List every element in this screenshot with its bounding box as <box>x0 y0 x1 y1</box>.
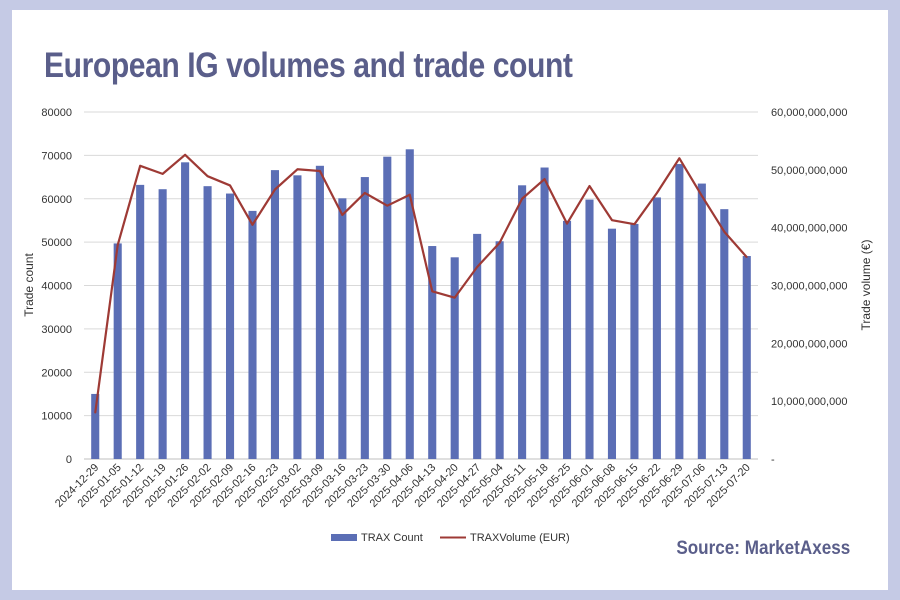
y-tick-label: 30000 <box>41 324 72 336</box>
legend-label-bars: TRAX Count <box>361 532 423 544</box>
bar <box>360 177 369 459</box>
line-point <box>386 204 389 207</box>
bar <box>518 185 527 459</box>
left-axis-label: Trade count <box>22 253 36 317</box>
legend-swatch-bars <box>331 534 357 541</box>
line-point <box>94 411 97 414</box>
line-series <box>94 153 748 414</box>
line-point <box>566 222 568 225</box>
y-tick-label: 50000 <box>41 237 72 249</box>
line-point <box>161 173 164 175</box>
line-point <box>319 170 321 172</box>
bar <box>473 233 482 459</box>
bar <box>540 167 549 459</box>
line-point <box>229 184 231 187</box>
bar <box>630 223 639 459</box>
line-point <box>184 153 186 156</box>
source-note: Source: MarketAxess <box>676 538 850 559</box>
bar <box>181 162 190 459</box>
bar <box>225 193 235 460</box>
line-point <box>251 223 254 226</box>
y-tick-label: 60000 <box>41 194 72 206</box>
right-axis-label: Trade volume (€) <box>859 240 873 331</box>
bar-series <box>91 149 751 460</box>
y-tick-label: 0 <box>66 454 72 466</box>
line-point <box>476 266 478 268</box>
y2-tick-label: 40,000,000,000 <box>771 223 847 235</box>
y2-tick-label: 30,000,000,000 <box>771 281 847 293</box>
gridlines <box>84 111 758 460</box>
bar <box>652 197 661 460</box>
line-point <box>611 219 613 221</box>
bar <box>113 243 122 459</box>
bar <box>562 220 572 459</box>
line-point <box>656 192 658 194</box>
bar <box>697 183 706 459</box>
line-point <box>139 164 141 167</box>
bar <box>383 156 392 459</box>
y-tick-label: 20000 <box>41 367 72 379</box>
chart-title: European IG volumes and trade count <box>44 46 573 85</box>
bar <box>607 228 617 459</box>
line-point <box>364 192 366 194</box>
bar <box>293 175 302 459</box>
y2-tick-label: 50,000,000,000 <box>771 165 847 177</box>
line-point <box>498 241 501 244</box>
bar <box>91 393 100 459</box>
line-point <box>723 230 726 233</box>
line-point <box>543 178 546 180</box>
bar <box>742 256 751 459</box>
y-tick-label: 10000 <box>41 411 72 423</box>
line-point <box>701 195 703 197</box>
line-point <box>521 197 523 200</box>
right-axis-ticks: - 10,000,000,000 20,000,000,000 30,000,000,… <box>771 107 847 466</box>
y-tick-label: 40000 <box>41 281 72 293</box>
left-axis-ticks: 0 10000 20000 30000 40000 50000 60000 70000 8000… <box>41 107 72 466</box>
legend-label-line: TRAXVolume (EUR) <box>470 532 570 544</box>
line-path <box>94 153 748 413</box>
line-point <box>116 244 119 246</box>
bar <box>203 186 212 459</box>
bar <box>495 241 504 459</box>
line-point <box>453 296 456 299</box>
bar <box>675 164 684 460</box>
line-point <box>408 193 411 196</box>
line-point <box>678 157 681 160</box>
bar <box>720 209 729 459</box>
y2-tick-label: 20,000,000,000 <box>771 338 847 350</box>
bar <box>270 170 280 459</box>
line-point <box>633 223 636 225</box>
legend: TRAX Count TRAXVolume (EUR) <box>331 532 570 544</box>
bar <box>338 198 347 459</box>
y2-tick-label: 10,000,000,000 <box>771 396 847 408</box>
bar <box>428 246 437 459</box>
line-point <box>274 188 276 191</box>
bar <box>450 257 459 459</box>
bar <box>405 149 414 460</box>
bar <box>136 184 145 459</box>
line-point <box>431 290 434 293</box>
bar <box>158 189 167 459</box>
y2-tick-label: - <box>771 454 775 466</box>
line-point <box>745 256 748 258</box>
y-tick-label: 80000 <box>41 107 72 119</box>
y2-tick-label: 60,000,000,000 <box>771 107 847 119</box>
bar <box>248 210 257 459</box>
line-point <box>296 168 299 171</box>
bar <box>315 165 324 459</box>
chart-card <box>12 10 888 590</box>
y-tick-label: 70000 <box>41 150 72 162</box>
bar <box>585 199 594 459</box>
x-axis-ticks: 2024-12-292025-01-052025-01-122025-01-19… <box>53 462 753 510</box>
line-point <box>341 214 344 216</box>
line-point <box>588 185 591 187</box>
line-point <box>206 175 209 177</box>
